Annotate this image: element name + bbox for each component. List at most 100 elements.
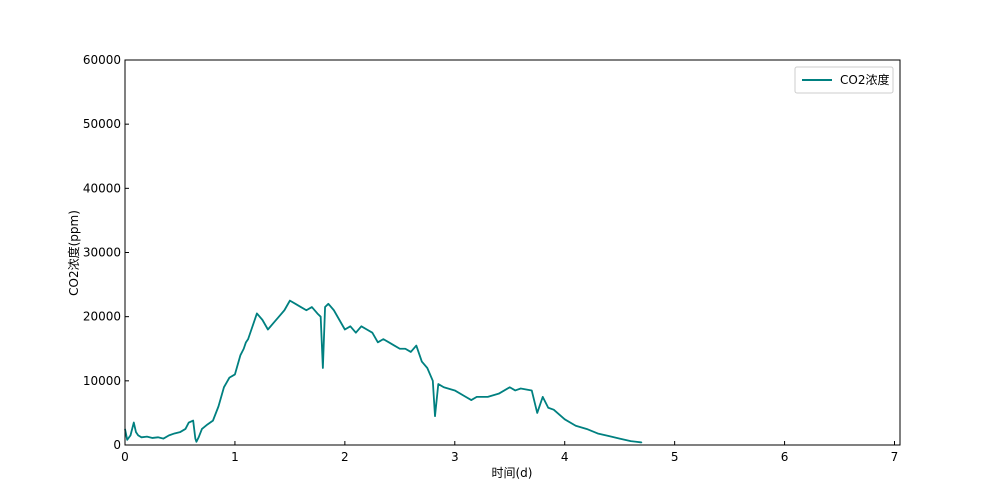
data-point — [371, 332, 373, 334]
data-point — [382, 338, 384, 340]
data-point — [228, 377, 231, 379]
data-point — [608, 435, 610, 437]
y-axis-title: CO2浓度(ppm) — [66, 210, 81, 296]
data-point — [349, 325, 351, 327]
data-point — [536, 412, 538, 414]
data-point — [404, 348, 406, 350]
data-point — [157, 436, 159, 438]
data-point — [289, 300, 291, 302]
data-point — [333, 309, 335, 311]
x-tick-label: 1 — [231, 450, 239, 464]
data-point — [498, 393, 500, 395]
series-layer — [124, 299, 643, 444]
x-tick-label: 7 — [891, 450, 899, 464]
data-point — [324, 306, 326, 308]
data-point — [393, 344, 395, 347]
data-point — [243, 348, 245, 350]
data-point — [432, 380, 434, 382]
data-point — [151, 437, 154, 439]
y-tick-label: 50000 — [83, 117, 121, 131]
legend: CO2浓度 — [794, 66, 894, 94]
x-tick-label: 4 — [561, 450, 569, 464]
data-point — [641, 441, 643, 444]
data-point — [184, 428, 187, 430]
data-point — [283, 309, 285, 311]
data-point — [194, 437, 196, 440]
x-tick-label: 2 — [341, 450, 349, 464]
data-point — [454, 389, 456, 392]
data-point — [360, 325, 362, 327]
data-point — [509, 386, 511, 388]
data-point — [597, 432, 599, 435]
data-point — [234, 373, 236, 376]
data-point — [434, 415, 436, 417]
data-point — [437, 383, 439, 385]
data-point — [135, 431, 137, 433]
x-tick-label: 0 — [121, 450, 129, 464]
data-point — [476, 396, 478, 398]
data-point — [520, 387, 522, 390]
data-point — [239, 354, 242, 356]
data-point — [470, 399, 472, 401]
data-point — [256, 312, 258, 315]
data-point — [327, 303, 329, 305]
x-axis: 0 1 2 3 4 5 6 7 — [121, 441, 898, 464]
legend-label: CO2浓度 — [840, 72, 889, 87]
data-point — [272, 322, 274, 324]
data-point — [192, 420, 194, 422]
x-axis-title: 时间(d) — [492, 466, 533, 480]
y-axis: 0 10000 20000 30000 40000 50000 60000 — [83, 53, 129, 452]
data-point — [129, 434, 132, 436]
data-point — [212, 420, 214, 422]
data-point — [250, 328, 253, 331]
data-point — [305, 309, 307, 311]
data-point — [575, 425, 577, 427]
data-point — [195, 441, 198, 443]
data-point — [377, 341, 379, 343]
data-point — [586, 428, 588, 430]
data-point — [547, 407, 549, 409]
data-point — [179, 431, 181, 433]
data-point — [415, 344, 417, 347]
data-point — [245, 341, 247, 343]
data-point — [247, 338, 249, 340]
data-point — [162, 437, 165, 440]
y-tick-label: 30000 — [83, 246, 121, 260]
data-point — [338, 319, 340, 321]
data-point — [201, 428, 203, 430]
y-tick-label: 10000 — [83, 374, 121, 388]
y-tick-label: 60000 — [83, 53, 121, 67]
data-point — [542, 396, 544, 398]
data-point — [278, 316, 280, 318]
data-point — [320, 316, 322, 318]
data-point — [217, 405, 220, 408]
data-point — [188, 421, 190, 424]
data-point — [316, 312, 318, 315]
data-point — [388, 341, 390, 343]
data-point — [294, 303, 296, 305]
data-point — [173, 432, 176, 435]
data-point — [140, 436, 143, 438]
data-point — [465, 396, 467, 398]
data-point — [355, 332, 357, 334]
data-point — [366, 328, 368, 331]
y-tick-label: 0 — [113, 438, 121, 452]
series-line-co2 — [124, 299, 642, 444]
x-tick-label: 3 — [451, 450, 459, 464]
data-point — [426, 367, 428, 369]
data-point — [168, 434, 170, 436]
plot-area — [125, 60, 900, 445]
data-point — [421, 360, 423, 363]
data-point — [531, 389, 533, 392]
data-point — [410, 351, 412, 353]
data-point — [198, 436, 200, 438]
y-tick-label: 20000 — [83, 310, 121, 324]
data-point — [399, 348, 401, 350]
data-point — [267, 328, 269, 331]
data-point — [514, 389, 516, 392]
data-point — [133, 421, 135, 424]
data-point — [487, 396, 489, 398]
data-point — [126, 439, 128, 441]
